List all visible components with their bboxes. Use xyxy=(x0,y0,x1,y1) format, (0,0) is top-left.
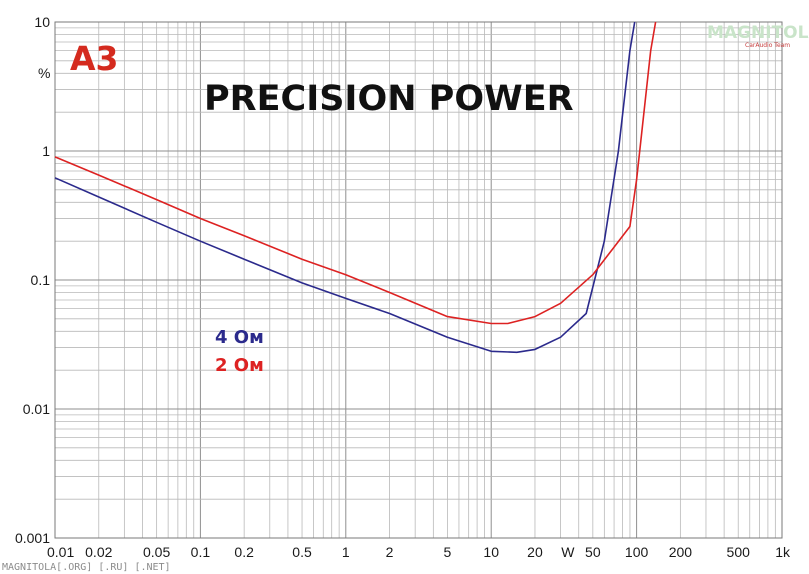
y-tick-label: 0.01 xyxy=(23,401,50,417)
x-tick-label: 200 xyxy=(669,544,693,560)
x-tick-label: 10 xyxy=(483,544,499,560)
x-tick-label: 1k xyxy=(775,544,791,560)
x-tick-label: 0.02 xyxy=(85,544,112,560)
x-tick-label: 0.05 xyxy=(143,544,170,560)
y-tick-label: 0.001 xyxy=(15,530,50,546)
x-tick-label: 500 xyxy=(727,544,751,560)
series-layer xyxy=(54,21,657,354)
x-tick-label: 5 xyxy=(444,544,452,560)
legend-4ohm: 4 Ом xyxy=(215,327,264,348)
y-axis-unit: % xyxy=(38,65,50,81)
x-tick-label: 100 xyxy=(625,544,649,560)
y-tick-label: 1 xyxy=(42,143,50,159)
watermark-team-text: CarAudio Team xyxy=(745,42,790,49)
y-tick-labels: 10 1 0.1 0.01 0.001 xyxy=(15,14,50,546)
watermark-logo-text: MAGNITOLA xyxy=(707,23,809,43)
x-tick-label: 0.1 xyxy=(191,544,211,560)
watermark-line: MAGNITOLA[.ORG] [.RU] [.NET] xyxy=(2,562,171,573)
grid xyxy=(54,22,782,539)
x-tick-label: 2 xyxy=(386,544,394,560)
chart-title: PRECISION POWER xyxy=(204,79,574,119)
legend-2ohm: 2 Ом xyxy=(215,355,264,376)
x-tick-label: 20 xyxy=(527,544,543,560)
y-tick-label: 10 xyxy=(34,14,50,30)
x-tick-label: W xyxy=(561,544,575,560)
x-tick-label: 0.01 xyxy=(47,544,74,560)
x-tick-labels: 0.01 0.02 0.05 0.1 0.2 0.5 1 2 5 10 20 W 50 100 200 500… xyxy=(47,544,791,560)
x-tick-label: 50 xyxy=(585,544,601,560)
y-tick-label: 0.1 xyxy=(31,272,51,288)
x-tick-label: 1 xyxy=(342,544,350,560)
watermark-logo: MAGNITOLA CarAudio Team xyxy=(707,23,809,49)
series-line-4ohm xyxy=(54,21,636,354)
plot-frame xyxy=(54,21,783,539)
plot-border xyxy=(54,21,783,539)
brand-logo: A3 xyxy=(70,39,119,78)
x-tick-label: 0.2 xyxy=(234,544,254,560)
legend: 4 Ом 2 Ом xyxy=(215,327,264,376)
series-line-2ohm xyxy=(54,21,657,325)
brand-logo-text: A3 xyxy=(70,39,119,78)
x-tick-label: 0.5 xyxy=(292,544,312,560)
